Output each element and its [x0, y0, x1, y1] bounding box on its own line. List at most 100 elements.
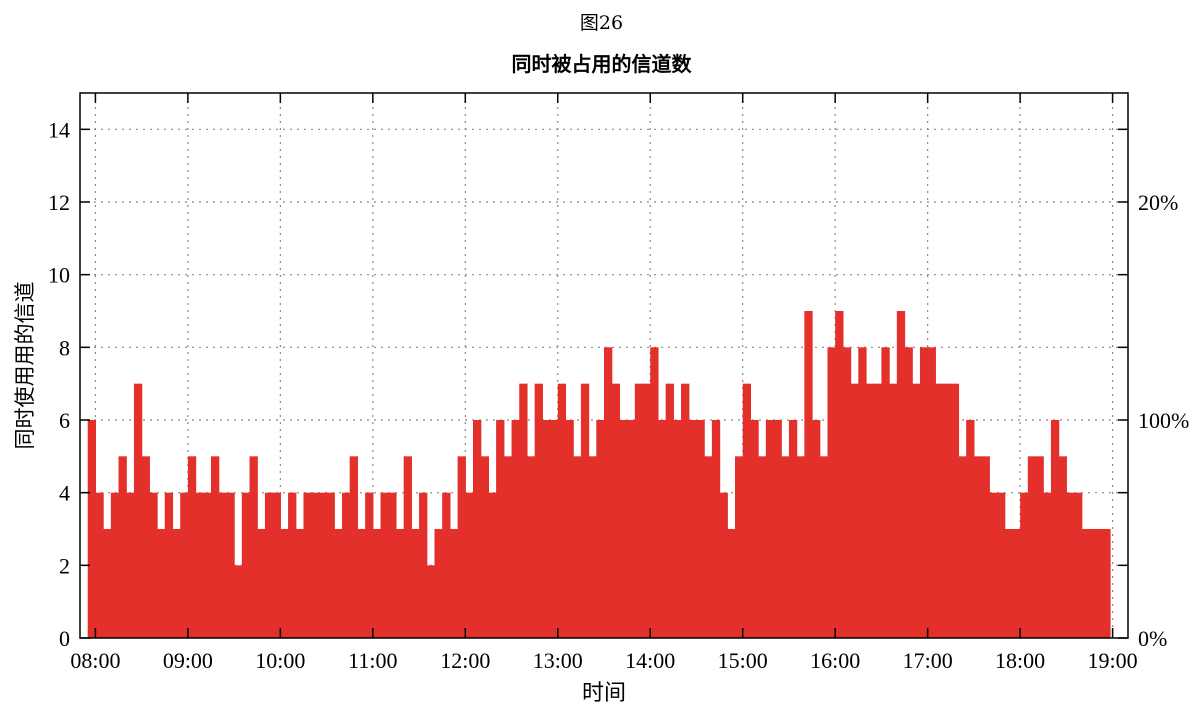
bar: [912, 383, 921, 638]
bar: [550, 420, 559, 638]
bar: [842, 347, 852, 638]
figure-label: 图26: [579, 12, 624, 34]
bar: [973, 456, 983, 638]
y2-tick-label: 100%: [1138, 408, 1189, 433]
bar: [1035, 456, 1044, 638]
bar: [403, 456, 412, 638]
bar: [788, 420, 798, 638]
bar: [704, 456, 713, 638]
bar: [187, 456, 197, 638]
bar: [1081, 529, 1091, 638]
bar: [426, 565, 436, 638]
bar: [480, 456, 490, 638]
bar: [496, 420, 505, 638]
ticks: [80, 93, 1128, 639]
bar: [935, 383, 944, 638]
bar: [642, 383, 651, 638]
y-axis-label: 同时使用用的信道: [13, 282, 37, 450]
bar: [465, 492, 474, 638]
bar: [457, 456, 466, 638]
bar: [896, 311, 906, 638]
bar: [742, 383, 752, 638]
bar: [511, 420, 520, 638]
bar: [1058, 456, 1067, 638]
bar: [1097, 529, 1106, 638]
y-tick-label: 14: [48, 117, 70, 142]
bar: [195, 492, 204, 638]
bar: [657, 420, 667, 638]
bar: [203, 492, 212, 638]
bar: [295, 529, 305, 638]
bar: [234, 565, 243, 638]
bar: [573, 456, 582, 638]
bar: [981, 456, 990, 638]
y-tick-label: 12: [48, 190, 70, 215]
bar: [118, 456, 127, 638]
bar: [812, 420, 821, 638]
bar: [681, 383, 690, 638]
bar: [866, 383, 875, 638]
y-tick-label: 6: [59, 408, 70, 433]
bar: [311, 492, 320, 638]
y2-tick-label: 0%: [1138, 626, 1167, 651]
bar: [773, 420, 782, 638]
bar: [758, 456, 767, 638]
bar: [419, 492, 428, 638]
bar: [503, 456, 513, 638]
bar: [542, 420, 551, 638]
bar: [1050, 420, 1060, 638]
bar: [342, 492, 351, 638]
bar: [534, 383, 543, 638]
x-tick-label: 17:00: [903, 648, 953, 673]
bar: [241, 492, 251, 638]
bar: [95, 492, 104, 638]
bar: [850, 383, 859, 638]
y2-tick-labels: 0% 100% 20%: [1138, 190, 1189, 651]
bar: [380, 492, 389, 638]
bar: [950, 383, 960, 638]
bar: [1066, 492, 1075, 638]
bar: [719, 492, 728, 638]
bar: [218, 492, 228, 638]
bar: [873, 383, 883, 638]
bar: [519, 383, 528, 638]
bar: [688, 420, 698, 638]
bar: [411, 529, 420, 638]
x-tick-labels: 08:00 09:00 10:00 11:00 12:00 13:00 14:00 15:00…: [70, 648, 1137, 673]
y-tick-labels: 0 2 4 6 8 10 12 14: [48, 117, 70, 651]
bar: [881, 347, 890, 638]
y-tick-label: 10: [48, 263, 70, 288]
bar: [110, 492, 120, 638]
x-tick-label: 19:00: [1088, 648, 1138, 673]
bar: [264, 492, 274, 638]
bar: [434, 529, 443, 638]
bar: [388, 492, 397, 638]
bars: [87, 311, 1111, 638]
x-tick-label: 08:00: [70, 648, 120, 673]
bar: [1004, 529, 1014, 638]
bar: [449, 529, 459, 638]
bar: [349, 456, 359, 638]
bar: [858, 347, 867, 638]
plot-frame: [79, 92, 1129, 639]
x-tick-label: 14:00: [625, 648, 675, 673]
bar: [966, 420, 975, 638]
bar: [580, 383, 590, 638]
bar: [889, 383, 898, 638]
x-tick-label: 11:00: [348, 648, 397, 673]
bar: [750, 420, 759, 638]
x-tick-label: 18:00: [995, 648, 1045, 673]
bar: [619, 420, 628, 638]
bar: [172, 529, 181, 638]
bar: [280, 529, 289, 638]
bar: [665, 383, 674, 638]
bar: [1043, 492, 1052, 638]
bar: [1104, 529, 1111, 638]
bar: [164, 492, 174, 638]
y2-tick-label: 20%: [1138, 190, 1178, 215]
bar: [804, 311, 813, 638]
bar: [272, 492, 281, 638]
x-tick-label: 10:00: [255, 648, 305, 673]
x-tick-label: 15:00: [718, 648, 768, 673]
